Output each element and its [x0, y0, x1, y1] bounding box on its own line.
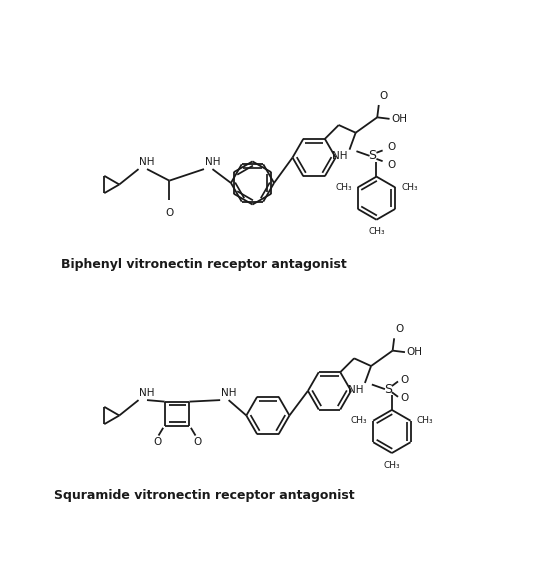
Text: O: O [400, 375, 408, 385]
Text: O: O [380, 91, 388, 101]
Text: CH₃: CH₃ [383, 461, 400, 470]
Text: O: O [387, 141, 395, 152]
Text: NH: NH [221, 388, 236, 398]
Text: CH₃: CH₃ [335, 183, 352, 192]
Text: O: O [165, 208, 173, 217]
Text: O: O [153, 437, 161, 447]
Text: O: O [193, 437, 201, 447]
Text: S: S [369, 150, 377, 162]
Text: Biphenyl vitronectin receptor antagonist: Biphenyl vitronectin receptor antagonist [61, 258, 347, 271]
Text: O: O [400, 393, 408, 404]
Text: O: O [395, 324, 403, 335]
Text: O: O [387, 160, 395, 170]
Text: NH: NH [140, 388, 155, 398]
Text: NH: NH [205, 157, 220, 167]
Text: CH₃: CH₃ [350, 416, 367, 425]
Text: CH₃: CH₃ [401, 183, 418, 192]
Text: CH₃: CH₃ [416, 416, 433, 425]
Text: NH: NH [348, 385, 363, 394]
Text: NH: NH [140, 157, 155, 167]
Text: OH: OH [391, 114, 407, 124]
Text: OH: OH [407, 347, 422, 357]
Text: Squramide vitronectin receptor antagonist: Squramide vitronectin receptor antagonis… [54, 489, 354, 501]
Text: CH₃: CH₃ [368, 228, 385, 236]
Text: NH: NH [332, 151, 348, 161]
Text: S: S [384, 382, 392, 396]
